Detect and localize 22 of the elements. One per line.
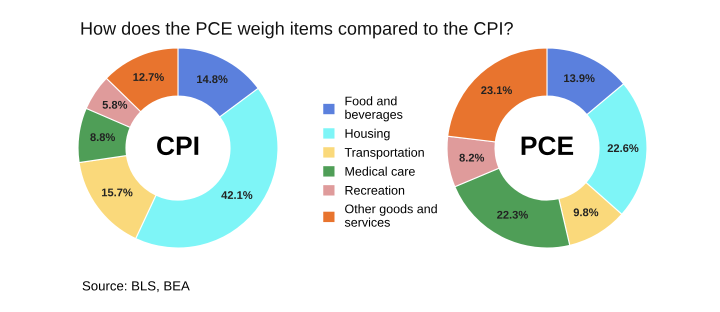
source-note: Source: BLS, BEA — [82, 281, 190, 292]
legend-label: Transportation — [344, 148, 424, 160]
data-label: 12.7% — [133, 73, 164, 81]
data-label: 13.9% — [564, 74, 595, 82]
data-label: 14.8% — [197, 75, 228, 84]
legend-label: Other goods and services — [344, 204, 437, 227]
data-label: 22.3% — [497, 210, 528, 219]
legend-label: Medical care — [346, 166, 415, 176]
data-label: 42.1% — [221, 191, 252, 199]
legend-label: Housing — [346, 128, 390, 140]
chart-title: How does the PCE weigh items compared to the CPI? — [81, 22, 513, 38]
data-label: 8.8% — [90, 133, 116, 142]
data-label: 22.6% — [608, 144, 638, 152]
data-label: 23.1% — [481, 86, 512, 94]
legend-label: Recreation — [346, 186, 404, 195]
data-label: 5.8% — [102, 100, 128, 109]
legend-label: Food and beverages — [345, 96, 402, 122]
text: CPI — [157, 136, 198, 156]
data-label: 15.7% — [102, 188, 132, 196]
data-label: 9.8% — [574, 208, 598, 216]
text: PCE — [522, 136, 574, 156]
data-label: 8.2% — [459, 154, 484, 162]
